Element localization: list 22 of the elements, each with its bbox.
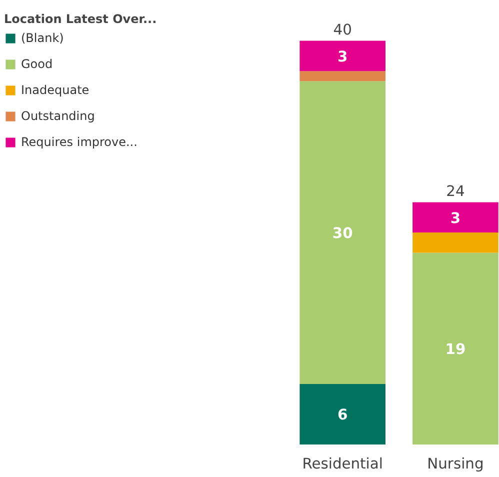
bar (412, 202, 498, 233)
total-label: 40 (333, 22, 352, 39)
legend-label: Good (21, 57, 53, 71)
data-label: 19 (445, 341, 466, 358)
legend-label: Inadequate (21, 83, 90, 97)
legend-label: (Blank) (21, 31, 64, 45)
total-label: 24 (446, 183, 465, 200)
data-label: 3 (450, 210, 461, 227)
legend-label: Requires improve... (21, 135, 138, 149)
x-tick-label: Nursing (427, 456, 484, 472)
data-label: 3 (337, 48, 348, 66)
bar (300, 81, 386, 384)
bar (300, 40, 386, 72)
legend-label: Outstanding (21, 109, 95, 123)
bar (412, 252, 498, 444)
data-label: 6 (337, 406, 348, 424)
legend-title: Location Latest Over... (4, 12, 157, 26)
bar (300, 384, 386, 444)
bar (300, 71, 386, 82)
bar (412, 232, 498, 253)
data-label: 30 (332, 225, 353, 242)
x-tick-label: Residential (302, 456, 383, 472)
